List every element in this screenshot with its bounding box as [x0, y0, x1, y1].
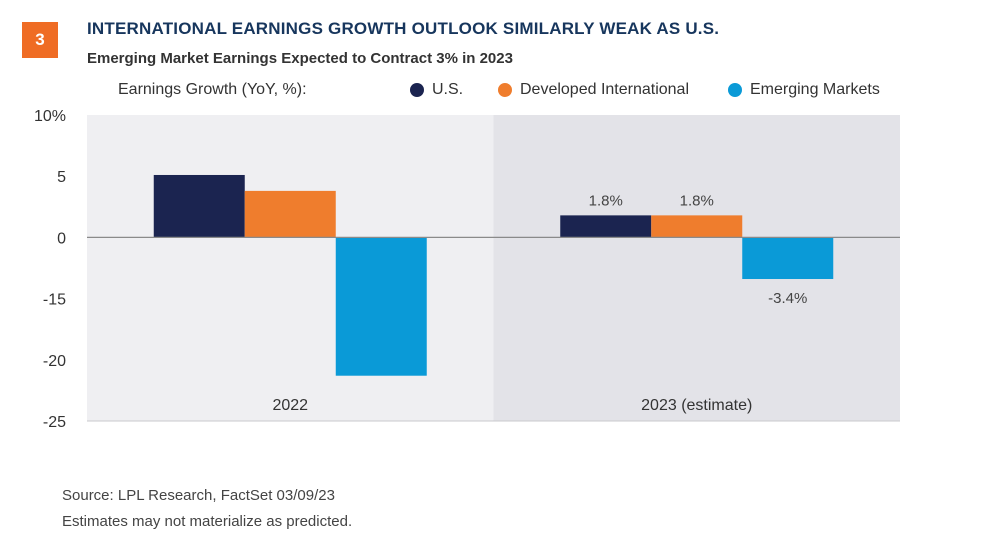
y-tick-label-5: 5 — [57, 169, 66, 186]
disclaimer-note: Estimates may not materialize as predict… — [62, 513, 353, 530]
legend-label-developed-international: Developed International — [520, 81, 690, 98]
legend-lead: Earnings Growth (YoY, %): — [118, 81, 307, 98]
chart-subtitle: Emerging Market Earnings Expected to Con… — [87, 50, 513, 67]
legend: Earnings Growth (YoY, %): U.S. Developed… — [118, 81, 898, 103]
data-label-developed-international-2023-estimate: 1.8% — [680, 192, 714, 209]
data-label-u-s-2023-estimate: 1.8% — [589, 192, 623, 209]
y-tick-label-10: 10% — [34, 108, 66, 125]
data-label-emerging-markets-2023-estimate: -3.4% — [768, 290, 807, 307]
y-tick-label-0: 0 — [57, 230, 66, 247]
source-note: Source: LPL Research, FactSet 03/09/23 — [62, 487, 335, 504]
legend-swatch-emerging-markets — [728, 83, 742, 97]
category-label-2023-estimate: 2023 (estimate) — [641, 397, 752, 414]
legend-item-developed-international: Developed International — [498, 81, 689, 99]
chart-title: INTERNATIONAL EARNINGS GROWTH OUTLOOK SI… — [87, 19, 720, 38]
bar-u-s-2022 — [153, 174, 245, 238]
bar-developed-international-2022 — [244, 190, 336, 238]
legend-item-us: U.S. — [410, 81, 463, 99]
bar-emerging-markets-2023-estimate — [742, 237, 834, 280]
category-label-2022: 2022 — [272, 397, 308, 414]
bar-emerging-markets-2022 — [335, 237, 427, 376]
legend-swatch-us — [410, 83, 424, 97]
y-tick-label-20: -20 — [43, 353, 66, 370]
legend-swatch-developed-international — [498, 83, 512, 97]
panel-2023-estimate — [493, 115, 900, 421]
bar-developed-international-2023-estimate — [651, 215, 743, 238]
bar-u-s-2023-estimate — [560, 215, 652, 238]
y-tick-label-25: -25 — [43, 414, 66, 431]
panel-2022 — [87, 115, 494, 421]
y-tick-label-15: -15 — [43, 292, 66, 309]
legend-label-us: U.S. — [432, 81, 464, 98]
figure-number-badge: 3 — [22, 22, 58, 58]
legend-label-emerging-markets: Emerging Markets — [750, 81, 880, 98]
legend-item-emerging-markets: Emerging Markets — [728, 81, 880, 99]
